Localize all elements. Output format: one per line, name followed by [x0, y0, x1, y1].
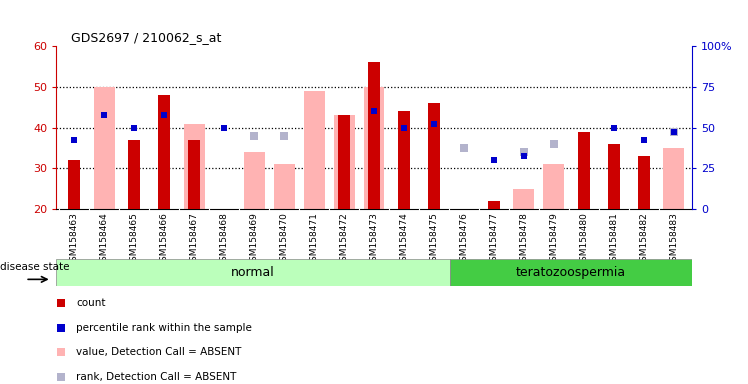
- Text: GSM158471: GSM158471: [310, 212, 319, 266]
- Text: GSM158482: GSM158482: [640, 212, 649, 266]
- Bar: [488, 201, 500, 209]
- Text: normal: normal: [231, 266, 275, 279]
- Text: GSM158481: GSM158481: [610, 212, 619, 266]
- Bar: [428, 103, 440, 209]
- Bar: [334, 116, 355, 209]
- Text: GSM158467: GSM158467: [189, 212, 198, 266]
- Bar: [578, 132, 590, 209]
- Bar: [128, 140, 140, 209]
- Text: GSM158463: GSM158463: [70, 212, 79, 266]
- Bar: [188, 140, 200, 209]
- Text: GSM158474: GSM158474: [399, 212, 408, 266]
- Bar: [304, 91, 325, 209]
- Text: value, Detection Call = ABSENT: value, Detection Call = ABSENT: [76, 347, 242, 357]
- Text: GSM158466: GSM158466: [159, 212, 168, 266]
- Bar: [68, 161, 80, 209]
- Bar: [398, 111, 410, 209]
- Text: GDS2697 / 210062_s_at: GDS2697 / 210062_s_at: [71, 31, 221, 44]
- Bar: [338, 116, 350, 209]
- Text: GSM158470: GSM158470: [280, 212, 289, 266]
- Text: GSM158464: GSM158464: [99, 212, 108, 266]
- Text: teratozoospermia: teratozoospermia: [515, 266, 626, 279]
- Bar: [368, 62, 380, 209]
- Text: GSM158468: GSM158468: [220, 212, 229, 266]
- Text: percentile rank within the sample: percentile rank within the sample: [76, 323, 252, 333]
- Text: GSM158477: GSM158477: [489, 212, 498, 266]
- Text: GSM158476: GSM158476: [459, 212, 468, 266]
- Text: GSM158472: GSM158472: [340, 212, 349, 266]
- Bar: [638, 156, 650, 209]
- Bar: [513, 189, 535, 209]
- Bar: [158, 95, 170, 209]
- Bar: [94, 87, 114, 209]
- Bar: [544, 164, 565, 209]
- Bar: [56, 259, 450, 286]
- Bar: [183, 124, 204, 209]
- Text: count: count: [76, 298, 105, 308]
- Text: GSM158465: GSM158465: [129, 212, 138, 266]
- Bar: [364, 87, 384, 209]
- Text: GSM158480: GSM158480: [580, 212, 589, 266]
- Text: GSM158475: GSM158475: [429, 212, 438, 266]
- Bar: [608, 144, 620, 209]
- Text: GSM158479: GSM158479: [550, 212, 559, 266]
- Text: rank, Detection Call = ABSENT: rank, Detection Call = ABSENT: [76, 372, 236, 382]
- Bar: [274, 164, 295, 209]
- Bar: [450, 259, 692, 286]
- Bar: [244, 152, 265, 209]
- Text: GSM158473: GSM158473: [370, 212, 378, 266]
- Bar: [663, 148, 684, 209]
- Text: GSM158483: GSM158483: [669, 212, 678, 266]
- Text: GSM158478: GSM158478: [519, 212, 528, 266]
- Text: disease state: disease state: [0, 262, 70, 272]
- Text: GSM158469: GSM158469: [250, 212, 259, 266]
